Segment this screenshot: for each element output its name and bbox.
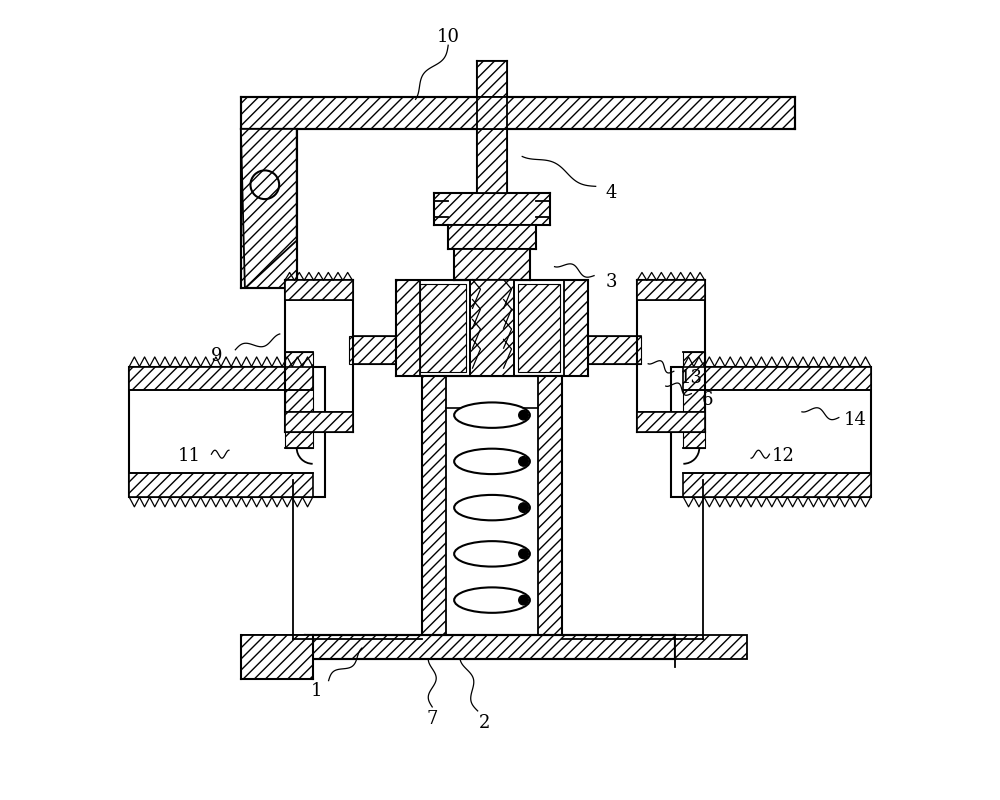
Bar: [637, 412, 705, 432]
Bar: [454, 249, 530, 281]
Bar: [285, 412, 353, 432]
Circle shape: [519, 549, 528, 558]
Ellipse shape: [454, 495, 530, 520]
Bar: [564, 281, 588, 376]
Text: 7: 7: [427, 710, 438, 728]
Bar: [305, 635, 675, 659]
Text: 10: 10: [437, 28, 460, 46]
Bar: [420, 285, 466, 372]
Circle shape: [519, 595, 528, 605]
Bar: [675, 635, 747, 659]
Text: 14: 14: [843, 411, 866, 429]
Bar: [588, 336, 641, 364]
Ellipse shape: [454, 541, 530, 566]
Text: 9: 9: [211, 347, 223, 365]
Bar: [683, 352, 705, 448]
Text: 11: 11: [178, 447, 201, 465]
Polygon shape: [241, 129, 297, 288]
Text: 12: 12: [772, 447, 794, 465]
Bar: [671, 366, 871, 498]
Text: 13: 13: [680, 369, 703, 386]
Text: 4: 4: [606, 184, 617, 202]
Bar: [129, 474, 313, 498]
Text: 1: 1: [311, 682, 322, 700]
Bar: [518, 285, 560, 372]
Bar: [477, 61, 507, 97]
Bar: [637, 281, 705, 300]
Bar: [683, 366, 871, 390]
Bar: [285, 352, 313, 448]
Bar: [129, 366, 325, 498]
Circle shape: [519, 410, 528, 420]
Bar: [477, 97, 507, 129]
Circle shape: [519, 457, 528, 466]
Bar: [349, 336, 396, 364]
Ellipse shape: [454, 402, 530, 428]
Text: 3: 3: [606, 273, 617, 291]
Bar: [129, 366, 313, 390]
Ellipse shape: [454, 587, 530, 613]
Bar: [470, 281, 514, 376]
Bar: [434, 193, 550, 225]
Ellipse shape: [454, 449, 530, 474]
Bar: [683, 474, 871, 498]
Bar: [241, 97, 795, 129]
Text: 2: 2: [478, 714, 490, 732]
Bar: [241, 635, 305, 659]
Bar: [477, 129, 507, 193]
Bar: [396, 281, 420, 376]
Circle shape: [519, 503, 528, 513]
Bar: [241, 129, 297, 288]
Bar: [538, 376, 562, 639]
Bar: [448, 225, 536, 249]
Bar: [285, 281, 353, 300]
Bar: [422, 376, 446, 639]
Bar: [241, 635, 313, 679]
Text: 6: 6: [702, 391, 713, 409]
